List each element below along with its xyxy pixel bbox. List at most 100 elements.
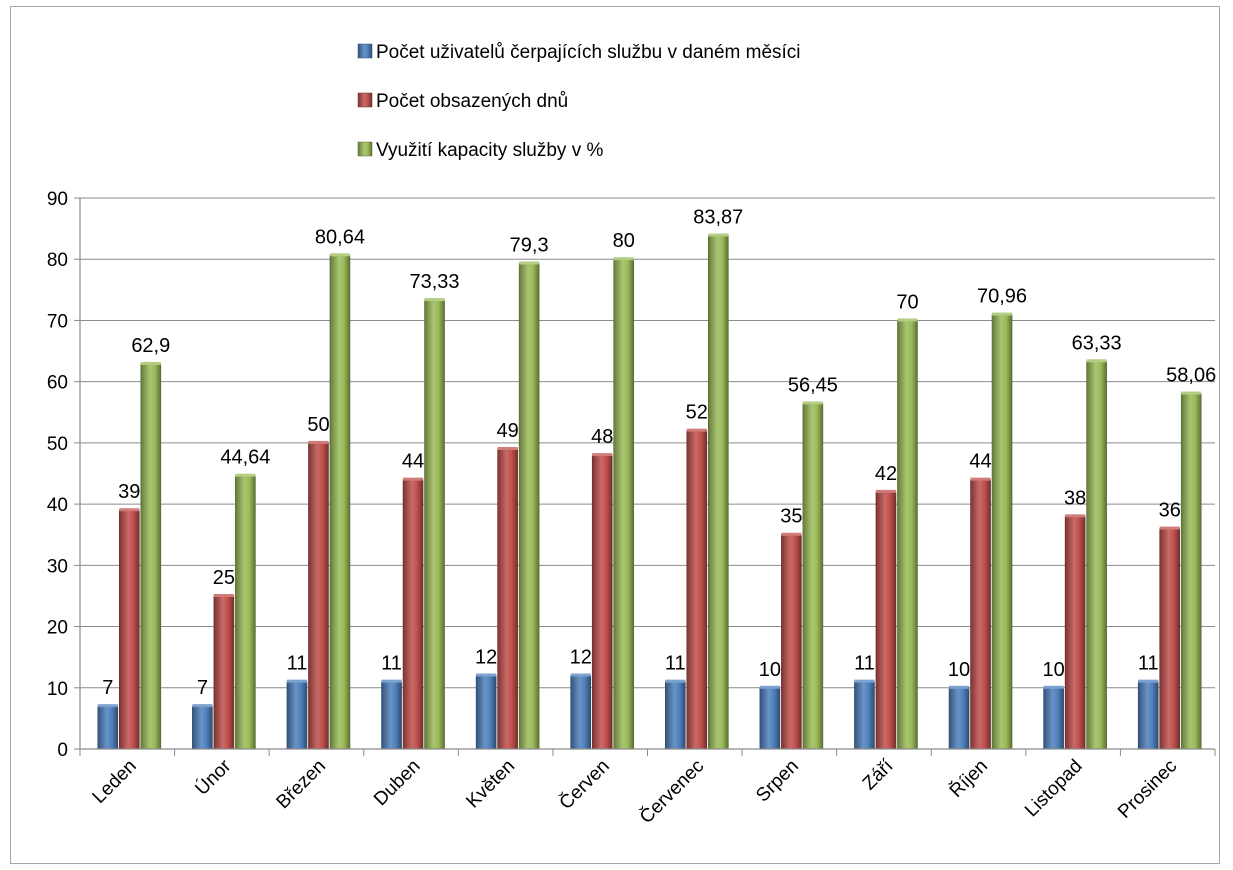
bar-brezen-series-1 xyxy=(286,681,308,750)
bar-cap xyxy=(570,673,591,677)
bar-srpen-series-2 xyxy=(781,534,802,750)
x-tick-label-listopad: Listopad xyxy=(1021,756,1087,822)
data-label-listopad-series-1: 10 xyxy=(1043,659,1065,681)
bar-duben-series-3 xyxy=(424,299,445,750)
bar-cap xyxy=(949,685,970,689)
bar-cap xyxy=(140,361,161,365)
data-label-unor-series-1: 7 xyxy=(197,677,208,699)
bar-zari-series-3 xyxy=(897,320,918,750)
data-label-unor-series-3: 44,64 xyxy=(220,447,270,469)
bar-cap xyxy=(854,679,875,683)
bar-srpen-series-1 xyxy=(759,687,781,750)
bar-cervenec-series-3 xyxy=(707,235,729,750)
x-tick-label-duben: Duben xyxy=(370,756,424,810)
bar-cap xyxy=(424,298,445,302)
x-tick-label-srpen: Srpen xyxy=(752,756,803,807)
bar-cap xyxy=(286,679,307,683)
x-tick-label-kveten: Květen xyxy=(462,756,519,813)
y-tick-label: 10 xyxy=(47,679,68,700)
data-label-kveten-series-2: 49 xyxy=(497,420,519,442)
bar-cap xyxy=(119,508,140,512)
data-label-rijen-series-2: 44 xyxy=(969,451,991,473)
data-label-cervenec-series-2: 52 xyxy=(686,402,708,424)
data-label-listopad-series-2: 38 xyxy=(1064,487,1086,509)
data-label-prosinec-series-3: 58,06 xyxy=(1166,365,1216,387)
data-label-cerven-series-2: 48 xyxy=(591,426,613,448)
data-label-prosinec-series-1: 11 xyxy=(1138,653,1159,675)
bar-cap xyxy=(1065,514,1086,518)
bar-prosinec-series-2 xyxy=(1159,528,1181,750)
bar-cap xyxy=(613,257,634,261)
y-axis: 0 10 20 30 40 50 60 70 80 90 xyxy=(47,189,80,761)
data-label-kveten-series-1: 12 xyxy=(475,647,497,669)
bar-cap xyxy=(1181,391,1202,395)
legend-swatch-3 xyxy=(357,141,373,157)
bar-unor-series-3 xyxy=(235,475,256,750)
x-axis: Leden Únor Březen Duben Květen Červen Červenec… xyxy=(79,749,1216,828)
bar-cap xyxy=(970,477,991,481)
bar-cap xyxy=(213,593,234,597)
x-tick-label-cerven: Červen xyxy=(555,755,614,814)
y-tick-label: 40 xyxy=(47,495,68,516)
bar-cap xyxy=(992,312,1013,316)
data-label-brezen-series-1: 11 xyxy=(287,653,308,675)
bar-leden-series-2 xyxy=(118,509,140,750)
data-label-leden-series-2: 39 xyxy=(118,481,140,503)
data-label-srpen-series-1: 10 xyxy=(759,659,781,681)
legend-entry-3: Využití kapacity služby v % xyxy=(376,140,603,161)
data-label-brezen-series-3: 80,64 xyxy=(315,226,365,248)
y-tick-label: 70 xyxy=(47,311,68,332)
bar-cap xyxy=(381,679,402,683)
y-tick-label: 80 xyxy=(47,250,68,271)
data-label-listopad-series-3: 63,33 xyxy=(1072,332,1122,354)
data-labels: 7 39 62,9 7 25 44,64 11 50 80,64 11 44 73,33 12 49 79,… xyxy=(102,207,1216,700)
bar-cap xyxy=(1043,685,1064,689)
bar-cap xyxy=(875,489,896,493)
data-label-leden-series-3: 62,9 xyxy=(131,335,170,357)
x-tick-label-rijen: Říjen xyxy=(945,755,992,802)
y-tick-label: 30 xyxy=(47,556,68,577)
bar-cap xyxy=(802,401,823,405)
bar-cap xyxy=(686,428,707,432)
bar-cap xyxy=(476,673,497,677)
data-label-zari-series-1: 11 xyxy=(854,653,875,675)
y-tick-label: 50 xyxy=(47,434,68,455)
bar-prosinec-series-1 xyxy=(1137,681,1159,750)
data-label-kveten-series-3: 79,3 xyxy=(510,235,549,257)
bar-cervenec-series-1 xyxy=(664,681,686,750)
bar-rijen-series-2 xyxy=(970,479,991,750)
bar-cap xyxy=(519,261,540,265)
data-label-cervenec-series-3: 83,87 xyxy=(693,207,743,229)
bar-cap xyxy=(403,477,424,481)
bar-cap xyxy=(781,532,802,536)
bar-cap xyxy=(97,704,118,708)
bar-cap xyxy=(897,318,918,322)
bar-srpen-series-3 xyxy=(802,403,824,750)
bar-kveten-series-2 xyxy=(497,448,518,750)
bar-rijen-series-3 xyxy=(991,314,1013,750)
bar-duben-series-1 xyxy=(381,681,402,750)
y-tick-label: 20 xyxy=(47,618,68,639)
gridlines xyxy=(80,197,1215,689)
data-label-unor-series-2: 25 xyxy=(213,567,235,589)
bar-unor-series-2 xyxy=(213,595,235,750)
bar-cerven-series-2 xyxy=(591,454,613,750)
bar-brezen-series-2 xyxy=(308,442,329,750)
legend-entry-1: Počet uživatelů čerpajících službu v dan… xyxy=(376,42,801,63)
legend-swatch-1 xyxy=(357,43,373,59)
data-label-cerven-series-1: 12 xyxy=(570,647,592,669)
bar-cap xyxy=(1138,679,1159,683)
bar-cap xyxy=(1159,526,1180,530)
bar-zari-series-1 xyxy=(854,681,875,750)
bar-cap xyxy=(497,447,518,451)
bar-brezen-series-3 xyxy=(329,255,351,750)
data-label-cervenec-series-1: 11 xyxy=(665,653,686,675)
bar-cap xyxy=(235,473,256,477)
legend-entry-2: Počet obsazených dnů xyxy=(376,91,568,112)
bar-listopad-series-1 xyxy=(1043,687,1064,750)
data-label-brezen-series-2: 50 xyxy=(307,414,329,436)
bar-listopad-series-2 xyxy=(1064,516,1086,750)
bar-cap xyxy=(308,440,329,444)
bar-unor-series-1 xyxy=(192,705,213,750)
